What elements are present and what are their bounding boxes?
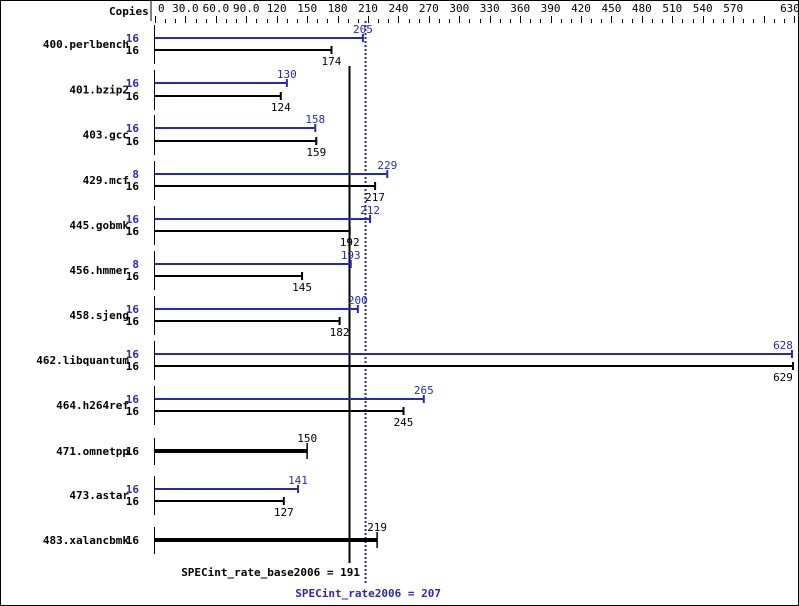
base-copies: 16 — [126, 360, 140, 373]
tick-label: 420 — [571, 2, 591, 15]
base-copies: 16 — [126, 44, 140, 57]
benchmark-label: 464.h264ref — [56, 399, 129, 412]
base-value-label: 174 — [322, 55, 342, 68]
base-value-label: 629 — [773, 371, 793, 384]
base-copies: 16 — [126, 180, 140, 193]
peak-value-label: 265 — [414, 384, 434, 397]
base-value-label: 150 — [297, 432, 317, 445]
peak-value-label: 212 — [360, 204, 380, 217]
benchmark-label: 471.omnetpp — [56, 445, 129, 458]
peak-copies: 16 — [126, 213, 140, 226]
base-copies: 16 — [126, 445, 140, 458]
base-value-label: 219 — [367, 521, 387, 534]
base-copies: 16 — [126, 135, 140, 148]
base-copies: 16 — [126, 90, 140, 103]
benchmark-label: 445.gobmk — [69, 219, 129, 232]
tick-label: 330 — [480, 2, 500, 15]
tick-label: 270 — [419, 2, 439, 15]
benchmark-label: 400.perlbench — [43, 38, 129, 51]
base-copies: 16 — [126, 495, 140, 508]
tick-label: 570 — [723, 2, 743, 15]
base-copies: 16 — [126, 225, 140, 238]
benchmark-label: 483.xalancbmk — [43, 534, 129, 547]
tick-label: 510 — [662, 2, 682, 15]
benchmark-label: 456.hmmer — [69, 264, 129, 277]
peak-copies: 16 — [126, 77, 140, 90]
peak-value-label: 628 — [773, 339, 793, 352]
tick-label: 150 — [297, 2, 317, 15]
benchmark-label: 429.mcf — [83, 174, 129, 187]
tick-label: 450 — [601, 2, 621, 15]
tick-label: 390 — [541, 2, 561, 15]
benchmark-label: 473.astar — [69, 489, 129, 502]
benchmark-label: 403.gcc — [83, 129, 129, 142]
benchmark-label: 458.sjeng — [69, 309, 129, 322]
peak-value-label: 193 — [341, 249, 361, 262]
tick-label: 120 — [267, 2, 287, 15]
base-copies: 16 — [126, 405, 140, 418]
tick-label: 360 — [510, 2, 530, 15]
base-value-label: 159 — [306, 146, 326, 159]
tick-label: 300 — [449, 2, 469, 15]
tick-label: 210 — [358, 2, 378, 15]
peak-value-label: 130 — [277, 68, 297, 81]
base-value-label: 145 — [292, 281, 312, 294]
peak-value-label: 158 — [305, 113, 325, 126]
tick-label: 540 — [693, 2, 713, 15]
peak-value-label: 141 — [288, 474, 308, 487]
base-value-label: 217 — [365, 191, 385, 204]
peak-copies: 16 — [126, 393, 140, 406]
peak-value-label: 229 — [377, 159, 397, 172]
peak-copies: 16 — [126, 122, 140, 135]
base-value-label: 127 — [274, 506, 294, 519]
benchmark-label: 462.libquantum — [36, 354, 129, 367]
peak-copies: 16 — [126, 32, 140, 45]
tick-label: 60.0 — [203, 2, 230, 15]
base-value-label: 245 — [394, 416, 414, 429]
base-value-label: 192 — [340, 236, 360, 249]
peak-value-label: 200 — [348, 294, 368, 307]
peak-copies: 16 — [126, 483, 140, 496]
tick-label: 180 — [328, 2, 348, 15]
base-summary-label: SPECint_rate_base2006 = 191 — [181, 566, 360, 579]
base-value-label: 182 — [330, 326, 350, 339]
tick-label: 30.0 — [172, 2, 199, 15]
peak-copies: 8 — [132, 168, 139, 181]
base-value-label: 124 — [271, 101, 291, 114]
tick-label: 480 — [632, 2, 652, 15]
peak-value-label: 205 — [353, 23, 373, 36]
tick-label: 0 — [158, 2, 165, 15]
tick-label: 630 — [780, 2, 799, 15]
tick-label: 240 — [388, 2, 408, 15]
tick-label: 90.0 — [233, 2, 260, 15]
base-copies: 16 — [126, 315, 140, 328]
axis-title: Copies — [109, 5, 149, 18]
peak-summary-label: SPECint_rate2006 = 207 — [295, 587, 441, 600]
peak-copies: 8 — [132, 258, 139, 271]
benchmark-label: 401.bzip2 — [69, 84, 129, 97]
peak-copies: 16 — [126, 348, 140, 361]
base-copies: 16 — [126, 534, 140, 547]
base-copies: 16 — [126, 270, 140, 283]
peak-copies: 16 — [126, 303, 140, 316]
